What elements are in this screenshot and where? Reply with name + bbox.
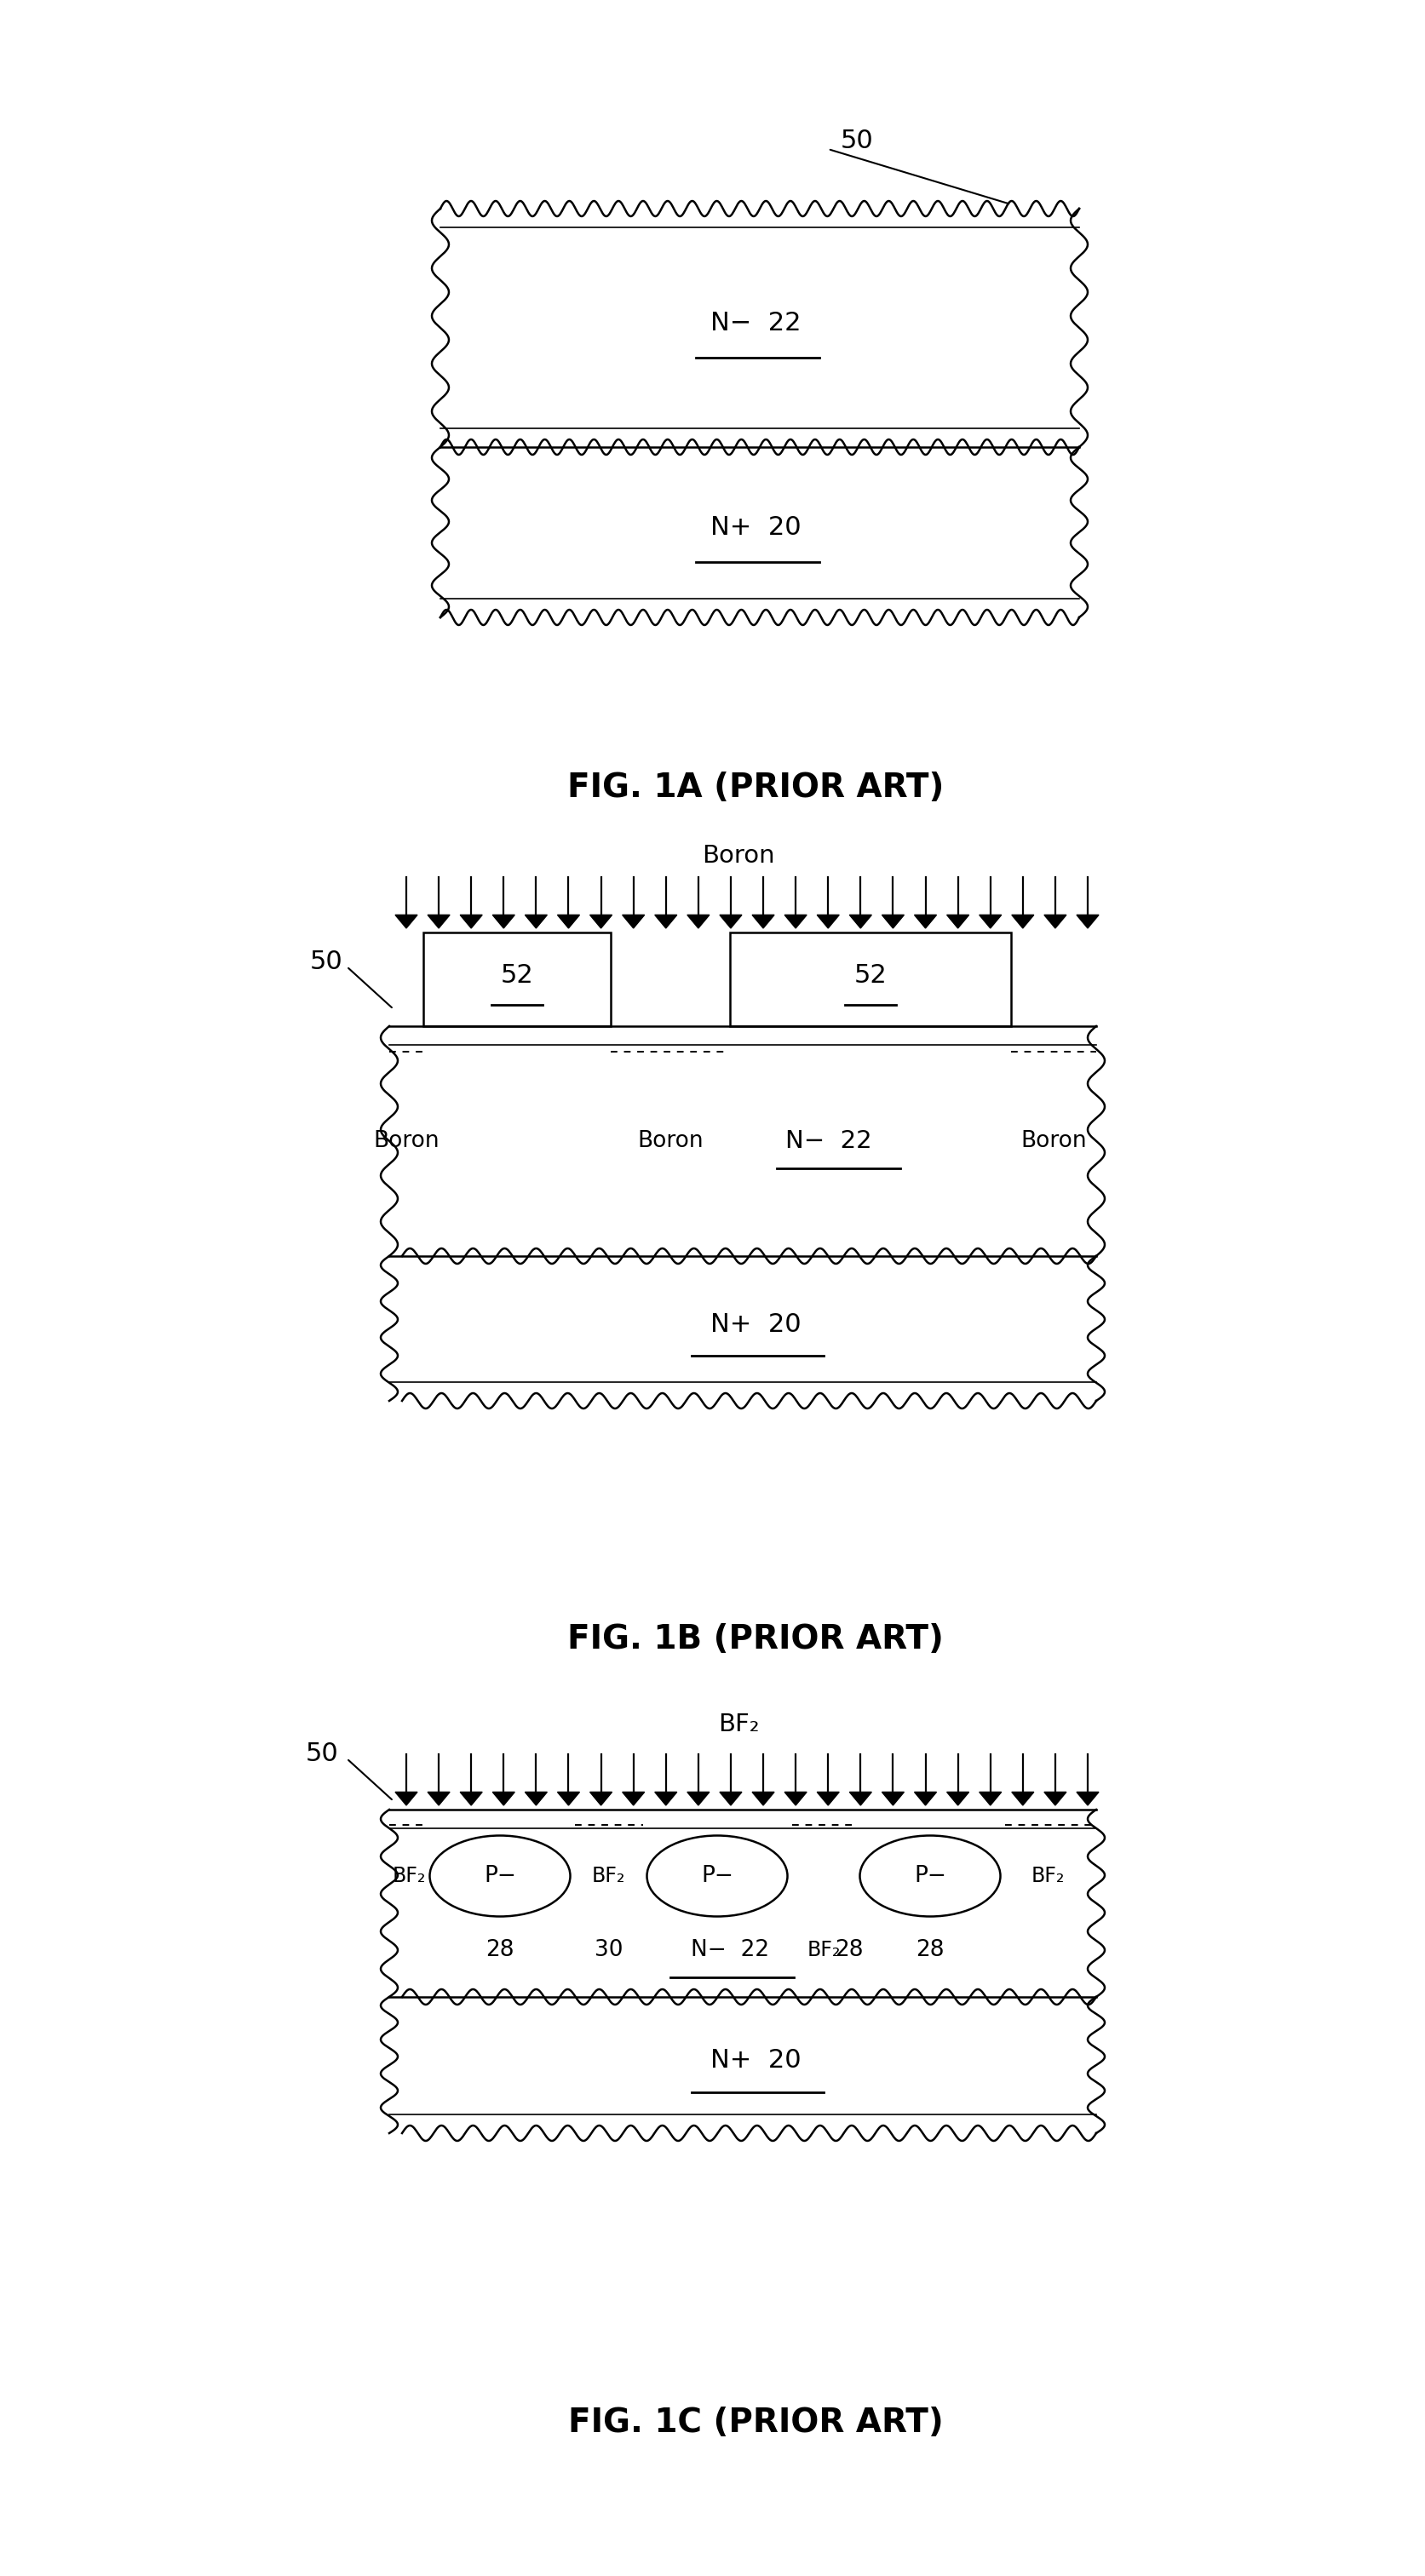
Polygon shape bbox=[752, 914, 774, 927]
Polygon shape bbox=[784, 1793, 807, 1806]
Polygon shape bbox=[427, 1793, 449, 1806]
Polygon shape bbox=[720, 1793, 741, 1806]
Text: P−: P− bbox=[701, 1865, 732, 1888]
Ellipse shape bbox=[859, 1837, 1000, 1917]
Text: Boron: Boron bbox=[637, 1131, 703, 1151]
Polygon shape bbox=[913, 914, 936, 927]
Polygon shape bbox=[557, 1793, 579, 1806]
Polygon shape bbox=[1076, 1793, 1099, 1806]
Text: N−  22: N− 22 bbox=[690, 1940, 768, 1960]
Text: FIG. 1C (PRIOR ART): FIG. 1C (PRIOR ART) bbox=[567, 2406, 943, 2439]
Ellipse shape bbox=[647, 1837, 787, 1917]
Polygon shape bbox=[1012, 1793, 1033, 1806]
Text: BF₂: BF₂ bbox=[591, 1865, 626, 1886]
Text: FIG. 1A (PRIOR ART): FIG. 1A (PRIOR ART) bbox=[567, 773, 943, 804]
Text: 52: 52 bbox=[500, 963, 533, 987]
Text: N+  20: N+ 20 bbox=[710, 2048, 801, 2074]
Polygon shape bbox=[687, 1793, 710, 1806]
Polygon shape bbox=[427, 914, 449, 927]
Bar bbox=[423, 933, 610, 1025]
Polygon shape bbox=[849, 1793, 871, 1806]
Polygon shape bbox=[621, 1793, 644, 1806]
Polygon shape bbox=[590, 914, 611, 927]
Polygon shape bbox=[913, 1793, 936, 1806]
Text: 28: 28 bbox=[486, 1940, 514, 1960]
Polygon shape bbox=[882, 1793, 903, 1806]
Text: P−: P− bbox=[913, 1865, 946, 1888]
Text: 50: 50 bbox=[841, 129, 874, 152]
Text: BF₂: BF₂ bbox=[807, 1940, 839, 1960]
Polygon shape bbox=[1043, 1793, 1066, 1806]
Polygon shape bbox=[524, 1793, 547, 1806]
Text: 28: 28 bbox=[835, 1940, 864, 1960]
Text: 50: 50 bbox=[309, 951, 342, 974]
Polygon shape bbox=[720, 914, 741, 927]
Polygon shape bbox=[395, 1793, 418, 1806]
Polygon shape bbox=[946, 1793, 969, 1806]
Polygon shape bbox=[1012, 914, 1033, 927]
Text: 30: 30 bbox=[594, 1940, 623, 1960]
Polygon shape bbox=[817, 914, 839, 927]
Text: 52: 52 bbox=[854, 963, 886, 987]
Polygon shape bbox=[621, 914, 644, 927]
Text: FIG. 1B (PRIOR ART): FIG. 1B (PRIOR ART) bbox=[567, 1623, 943, 1656]
Text: Boron: Boron bbox=[1020, 1131, 1086, 1151]
Text: N−  22: N− 22 bbox=[710, 312, 801, 335]
Polygon shape bbox=[654, 1793, 677, 1806]
Polygon shape bbox=[687, 914, 710, 927]
Text: 50: 50 bbox=[305, 1741, 338, 1767]
Polygon shape bbox=[492, 1793, 514, 1806]
Text: Boron: Boron bbox=[373, 1131, 439, 1151]
Polygon shape bbox=[1076, 914, 1099, 927]
Polygon shape bbox=[654, 914, 677, 927]
Polygon shape bbox=[817, 1793, 839, 1806]
Text: BF₂: BF₂ bbox=[392, 1865, 426, 1886]
Polygon shape bbox=[1043, 914, 1066, 927]
Polygon shape bbox=[882, 914, 903, 927]
Text: N−  22: N− 22 bbox=[785, 1128, 871, 1154]
Polygon shape bbox=[590, 1793, 611, 1806]
Polygon shape bbox=[849, 914, 871, 927]
Text: N+  20: N+ 20 bbox=[710, 1311, 801, 1337]
Polygon shape bbox=[946, 914, 969, 927]
Polygon shape bbox=[460, 914, 482, 927]
Bar bbox=[730, 933, 1010, 1025]
Text: BF₂: BF₂ bbox=[717, 1713, 758, 1736]
Polygon shape bbox=[557, 914, 579, 927]
Text: Boron: Boron bbox=[701, 845, 774, 868]
Text: P−: P− bbox=[483, 1865, 516, 1888]
Text: 28: 28 bbox=[915, 1940, 943, 1960]
Polygon shape bbox=[524, 914, 547, 927]
Polygon shape bbox=[979, 914, 1000, 927]
Text: N+  20: N+ 20 bbox=[710, 515, 801, 541]
Text: BF₂: BF₂ bbox=[1030, 1865, 1064, 1886]
Polygon shape bbox=[752, 1793, 774, 1806]
Polygon shape bbox=[395, 914, 418, 927]
Ellipse shape bbox=[429, 1837, 570, 1917]
Polygon shape bbox=[492, 914, 514, 927]
Polygon shape bbox=[979, 1793, 1000, 1806]
Polygon shape bbox=[784, 914, 807, 927]
Polygon shape bbox=[460, 1793, 482, 1806]
